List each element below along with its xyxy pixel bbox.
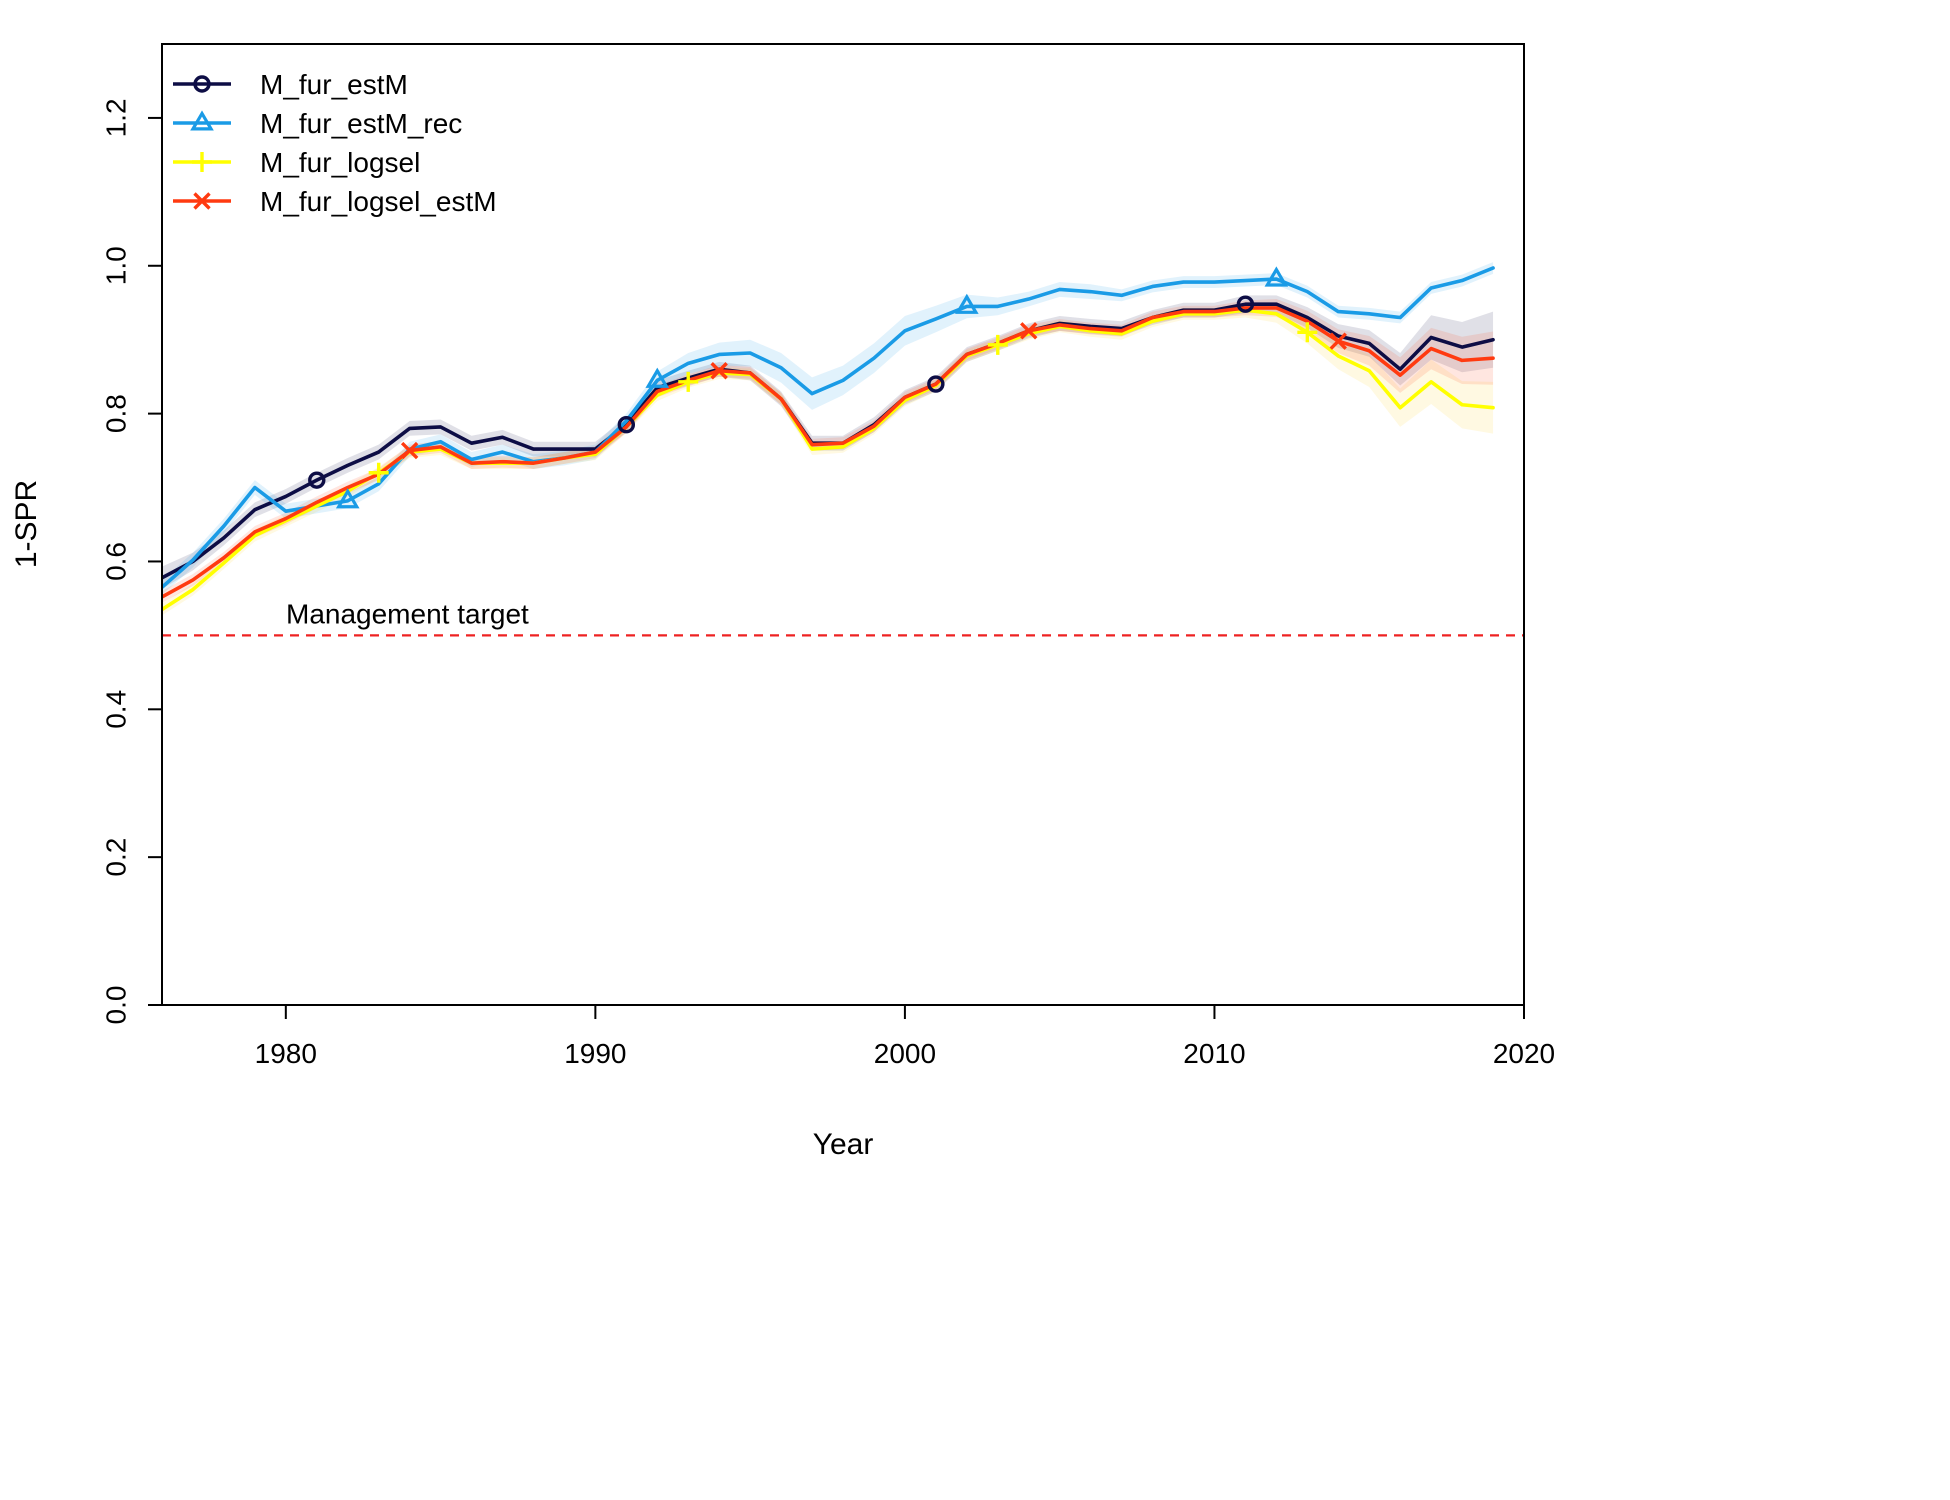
series-2-marker-3 [1297, 322, 1318, 343]
series-0-marker-2 [927, 375, 945, 393]
legend-item-0: M_fur_estM [173, 69, 408, 100]
x-axis-label: Year [813, 1128, 874, 1161]
chart-root: Management target 1980 1990 2000 2010 2020 0.… [10, 43, 1555, 1161]
y-tick-label-2: 0.4 [101, 690, 132, 729]
y-tick-label-3: 0.6 [101, 542, 132, 581]
series-3-marker-0 [400, 441, 419, 460]
axes: 1980 1990 2000 2010 2020 0.0 0.2 0.4 0.6 0.8 1.0 1.… [101, 43, 1555, 1069]
legend-swatch-marker-1 [190, 110, 214, 131]
legend-item-1: M_fur_estM_rec [173, 108, 462, 139]
legend-item-2: M_fur_logsel [173, 147, 420, 178]
series-3-marker-2 [1020, 322, 1038, 340]
series-1-marker-2 [955, 293, 979, 314]
series-3-marker-3 [1329, 332, 1347, 350]
legend-swatch-marker-2 [192, 152, 212, 172]
series-0-marker-0 [308, 471, 326, 489]
series-2-marker-0 [368, 462, 389, 483]
chart-svg: Management target 1980 1990 2000 2010 2020 0.… [10, 43, 1555, 1161]
y-tick-label-1: 0.2 [101, 838, 132, 877]
y-tick-label-0: 0.0 [101, 986, 132, 1025]
legend-label-0: M_fur_estM [260, 69, 408, 100]
legend-label-2: M_fur_logsel [260, 147, 420, 178]
x-tick-label-1: 1990 [564, 1038, 626, 1069]
series-1-marker-3 [1264, 266, 1289, 287]
series-0-marker-1 [617, 416, 636, 434]
plot-frame [161, 43, 1525, 1006]
x-tick-label-4: 2020 [1493, 1038, 1555, 1069]
legend-swatch-marker-0 [193, 75, 211, 93]
legend-label-1: M_fur_estM_rec [260, 108, 462, 139]
y-tick-label-4: 0.8 [101, 394, 132, 433]
y-axis-label: 1-SPR [10, 480, 43, 568]
legend-swatch-marker-3 [193, 192, 211, 210]
series-line-3 [162, 306, 1495, 599]
series-1-marker-0 [335, 488, 360, 509]
x-tick-label-0: 1980 [255, 1038, 317, 1069]
legend-label-3: M_fur_logsel_estM [260, 186, 497, 217]
x-tick-label-3: 2010 [1183, 1038, 1245, 1069]
series-2-marker-2 [987, 334, 1008, 355]
legend: M_fur_estM M_fur_estM_rec M_fur_logsel M_fu… [173, 69, 497, 217]
y-tick-label-6: 1.2 [101, 98, 132, 137]
reference-line-label: Management target [286, 598, 529, 629]
y-tick-label-5: 1.0 [101, 246, 132, 285]
series-0-marker-3 [1236, 295, 1255, 313]
reference-line-group: Management target [162, 598, 1524, 637]
series-1-marker-1 [645, 367, 670, 388]
series-3-marker-1 [710, 362, 728, 380]
legend-item-3: M_fur_logsel_estM [173, 186, 497, 217]
series-2-marker-1 [678, 371, 699, 392]
x-tick-label-2: 2000 [874, 1038, 936, 1069]
series-markers [308, 266, 1347, 509]
